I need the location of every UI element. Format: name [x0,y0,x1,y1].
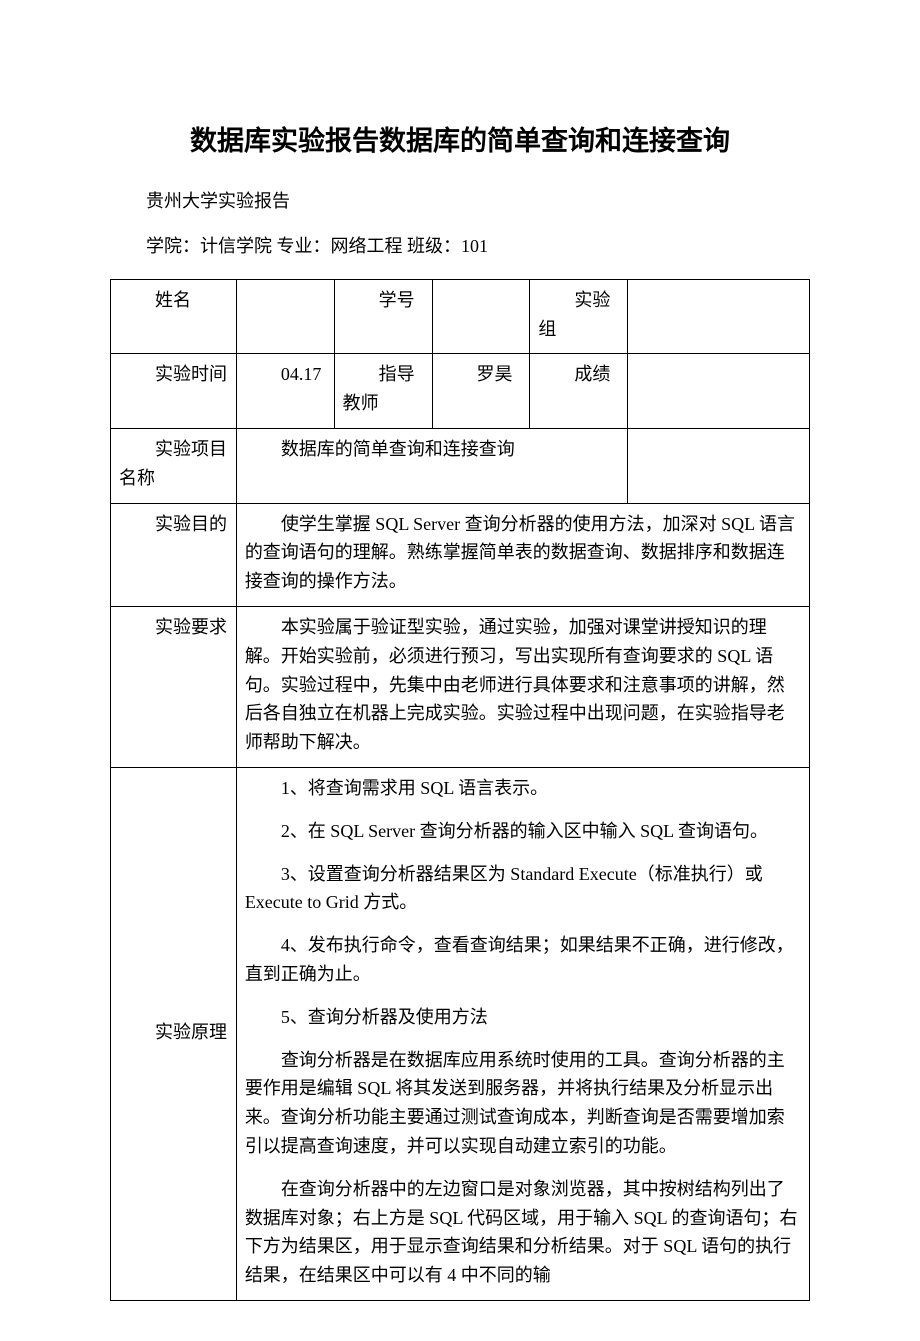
cell-project-value: 数据库的简单查询和连接查询 [236,428,627,503]
require-text: 本实验属于验证型实验，通过实验，加强对课堂讲授知识的理解。开始实验前，必须进行预… [245,613,801,757]
cell-stuno-label: 学号 [334,279,432,354]
table-row: 实验目的 使学生掌握 SQL Server 查询分析器的使用方法，加深对 SQL… [111,503,810,606]
purpose-text: 使学生掌握 SQL Server 查询分析器的使用方法，加深对 SQL 语言的查… [245,510,801,596]
cell-teacher-label: 指导教师 [334,354,432,429]
table-row: 实验原理 1、将查询需求用 SQL 语言表示。 2、在 SQL Server 查… [111,767,810,1300]
principle-p2: 2、在 SQL Server 查询分析器的输入区中输入 SQL 查询语句。 [245,817,801,846]
cell-stuno-value [432,279,530,354]
cell-purpose-label: 实验目的 [111,503,237,606]
table-row: 实验要求 本实验属于验证型实验，通过实验，加强对课堂讲授知识的理解。开始实验前，… [111,606,810,767]
cell-score-label: 成绩 [530,354,628,429]
table-row: 实验项目名称 数据库的简单查询和连接查询 [111,428,810,503]
info-line: 学院：计信学院 专业：网络工程 班级：101 [110,232,810,261]
principle-p3: 3、设置查询分析器结果区为 Standard Execute（标准执行）或 Ex… [245,860,801,918]
report-table: 姓名 学号 实验组 实验时间 04.17 指导教师 罗昊 成绩 实验项目名称 数… [110,279,810,1301]
cell-principle-body: 1、将查询需求用 SQL 语言表示。 2、在 SQL Server 查询分析器的… [236,767,809,1300]
principle-p4: 4、发布执行命令，查看查询结果；如果结果不正确，进行修改，直到正确为止。 [245,931,801,989]
cell-time-label: 实验时间 [111,354,237,429]
cell-project-blank [628,428,810,503]
cell-principle-label: 实验原理 [111,767,237,1300]
cell-project-label: 实验项目名称 [111,428,237,503]
report-subtitle: 贵州大学实验报告 [110,187,810,216]
cell-name-value [236,279,334,354]
cell-require-body: 本实验属于验证型实验，通过实验，加强对课堂讲授知识的理解。开始实验前，必须进行预… [236,606,809,767]
cell-require-label: 实验要求 [111,606,237,767]
table-row: 实验时间 04.17 指导教师 罗昊 成绩 [111,354,810,429]
principle-p7: 在查询分析器中的左边窗口是对象浏览器，其中按树结构列出了数据库对象；右上方是 S… [245,1175,801,1290]
cell-teacher-value: 罗昊 [432,354,530,429]
page-title: 数据库实验报告数据库的简单查询和连接查询 [110,120,810,163]
cell-group-value [628,279,810,354]
cell-purpose-body: 使学生掌握 SQL Server 查询分析器的使用方法，加深对 SQL 语言的查… [236,503,809,606]
principle-p6: 查询分析器是在数据库应用系统时使用的工具。查询分析器的主要作用是编辑 SQL 将… [245,1046,801,1161]
table-row: 姓名 学号 实验组 [111,279,810,354]
cell-name-label: 姓名 [111,279,237,354]
cell-time-value: 04.17 [236,354,334,429]
cell-score-value [628,354,810,429]
cell-group-label: 实验组 [530,279,628,354]
principle-p5: 5、查询分析器及使用方法 [245,1003,801,1032]
principle-p1: 1、将查询需求用 SQL 语言表示。 [245,774,801,803]
